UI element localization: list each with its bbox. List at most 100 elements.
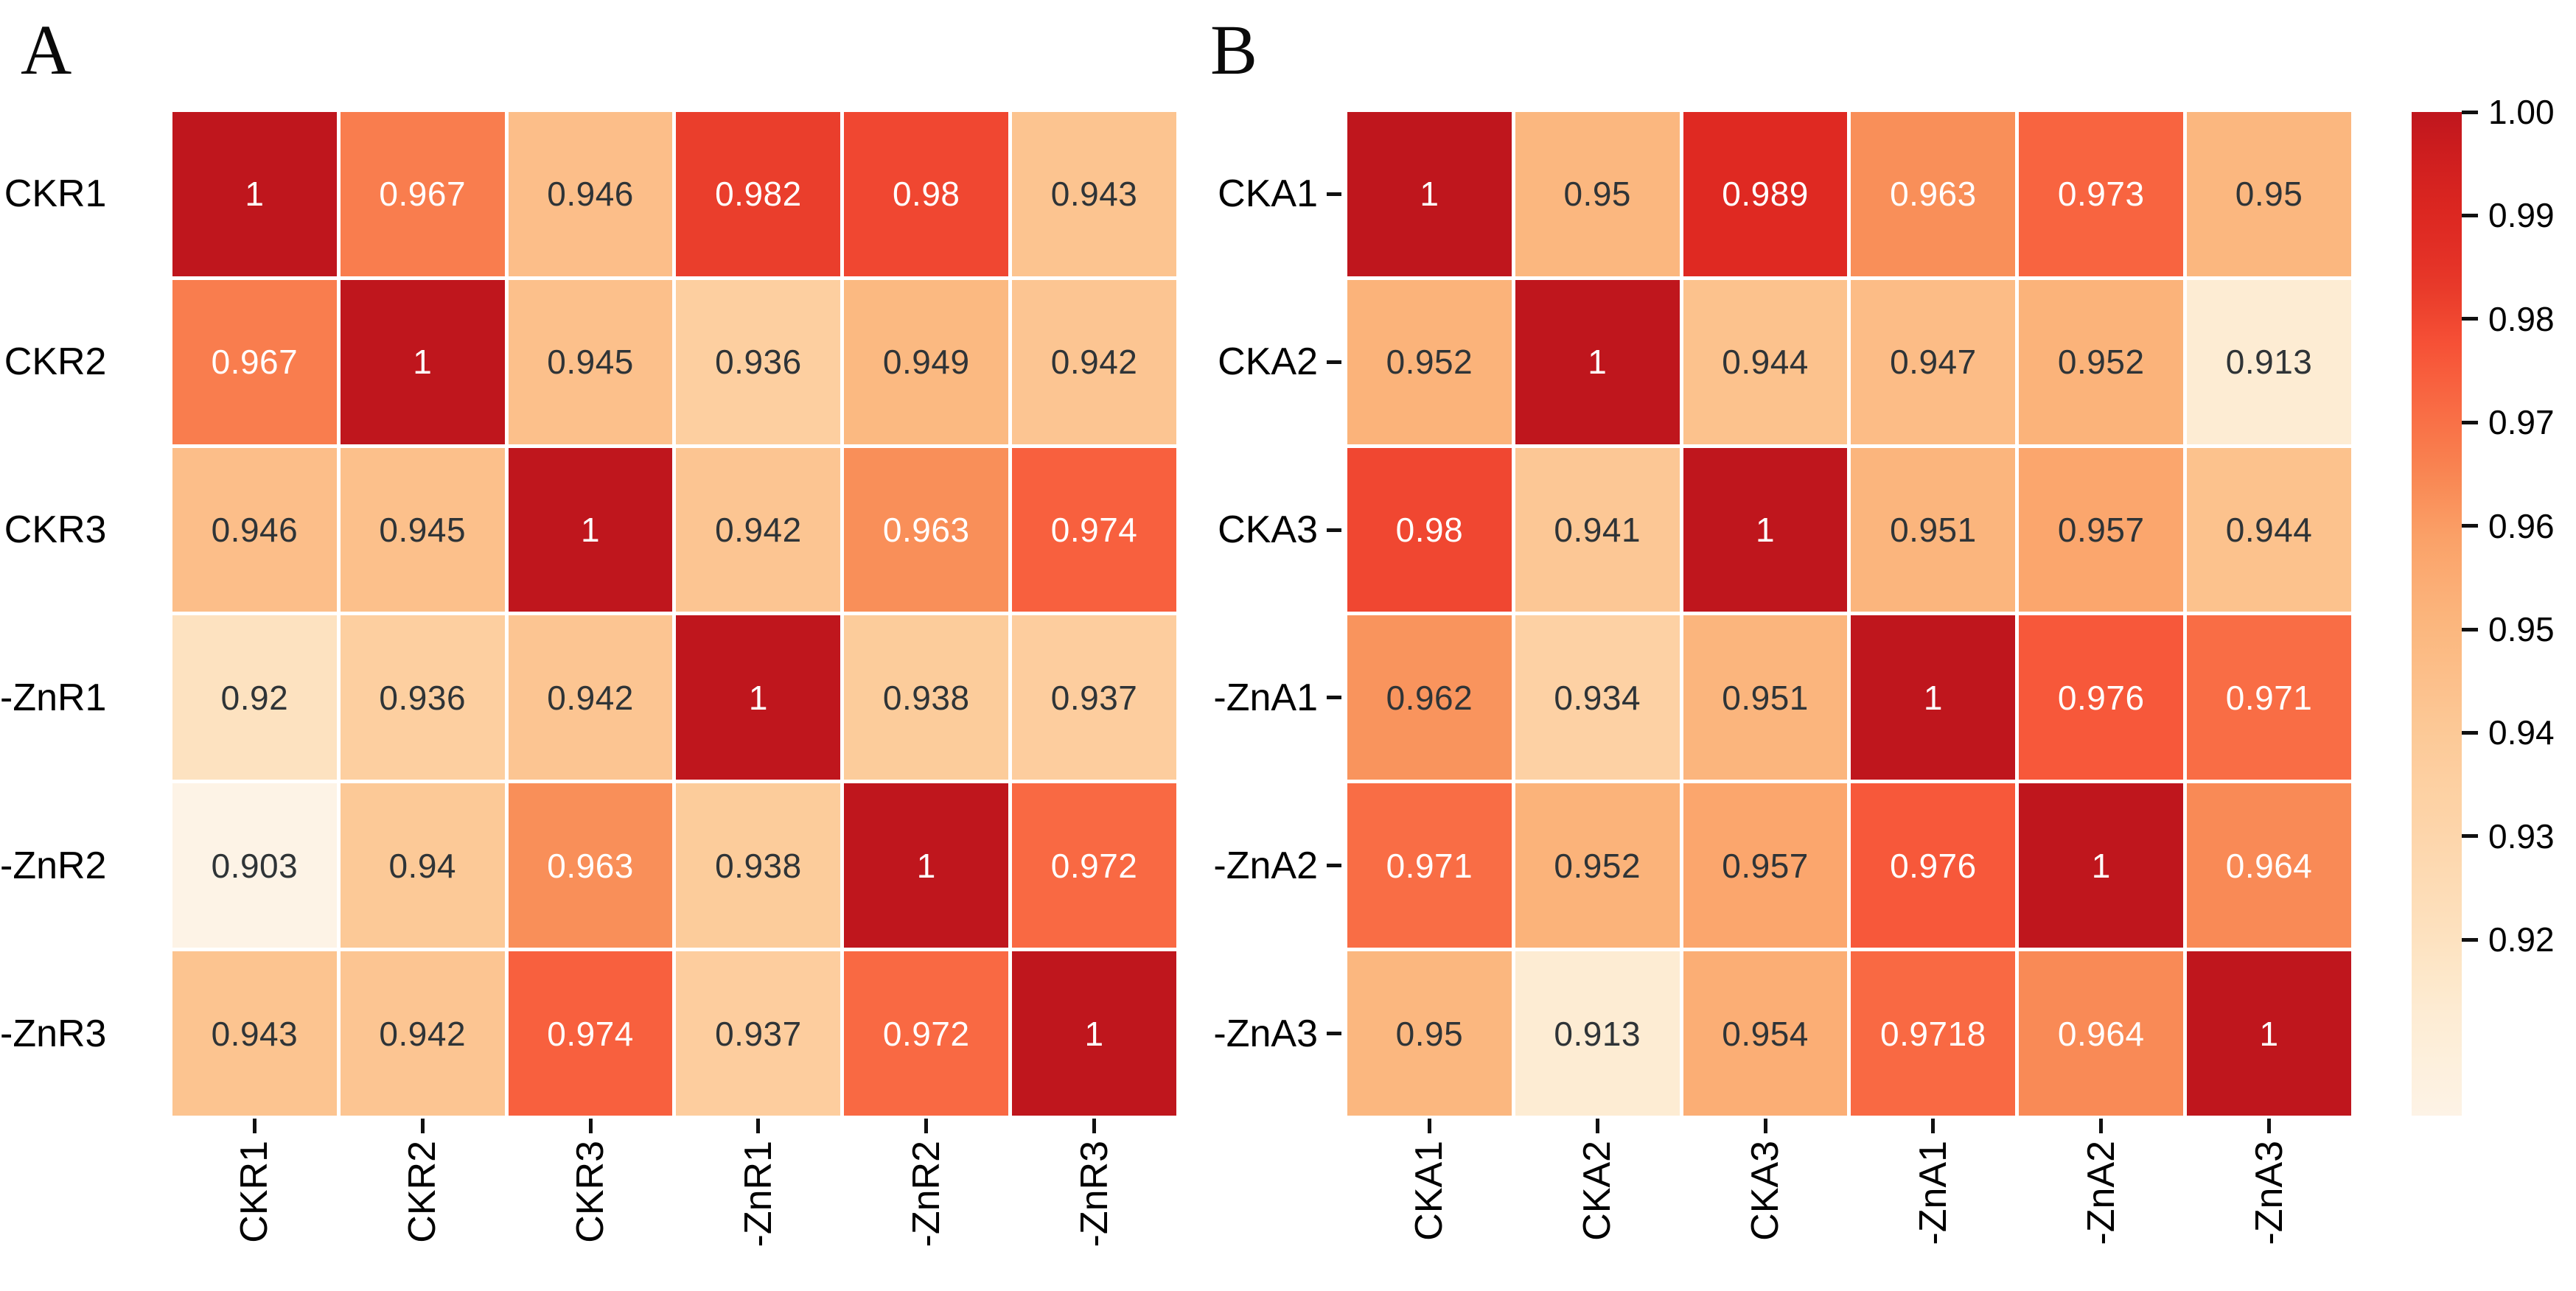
- cell-value: 0.95: [1395, 1014, 1464, 1053]
- heatmap-cell: 1: [508, 447, 673, 612]
- heatmap-cell: 0.967: [340, 112, 505, 276]
- heatmap-cell: 1: [1683, 447, 1848, 612]
- col-label: -ZnR3: [1012, 1119, 1176, 1290]
- x-tick-mark: [756, 1119, 761, 1133]
- heatmap-cell: 0.957: [1683, 783, 1848, 948]
- cell-value: 0.98: [1395, 511, 1464, 550]
- x-tick-mark: [1931, 1119, 1936, 1133]
- cell-value: 0.9718: [1880, 1014, 1986, 1053]
- cell-value: 0.936: [715, 343, 802, 382]
- row-label: CKR2: [0, 280, 174, 444]
- heatmap-cell: 0.98: [1347, 447, 1512, 612]
- row-label: -ZnR3: [0, 951, 174, 1116]
- cell-value: 0.951: [1890, 511, 1977, 550]
- cell-value: 0.952: [2057, 343, 2145, 382]
- cell-value: 0.973: [2057, 175, 2145, 214]
- heatmap-cell: 0.95: [2187, 112, 2351, 276]
- panel-b-col-labels: CKA1 CKA2 CKA3 -ZnA1 -ZnA2 -ZnA3: [1347, 1119, 2351, 1290]
- heatmap-cell: 0.943: [172, 951, 337, 1116]
- cell-value: 0.942: [547, 678, 634, 717]
- cell-value: 1: [916, 846, 936, 885]
- heatmap-cell: 1: [1347, 112, 1512, 276]
- heatmap-cell: 0.943: [1012, 112, 1176, 276]
- row-label-text: -ZnR2: [0, 844, 107, 887]
- cell-value: 0.913: [2225, 343, 2313, 382]
- y-tick-mark: [1327, 1032, 1341, 1036]
- row-label: -ZnR2: [0, 783, 174, 948]
- cell-value: 0.95: [1563, 175, 1631, 214]
- cell-value: 0.934: [1554, 678, 1641, 717]
- col-label-text: -ZnA1: [1911, 1141, 1955, 1245]
- heatmap-cell: 1: [844, 783, 1009, 948]
- cell-value: 1: [1084, 1014, 1104, 1053]
- colorbar-tick-label: 0.99: [2488, 196, 2555, 235]
- col-label: CKR2: [341, 1119, 505, 1290]
- x-tick-mark: [1427, 1119, 1431, 1133]
- heatmap-cell: 0.94: [340, 783, 505, 948]
- cell-value: 0.949: [882, 343, 970, 382]
- heatmap-cell: 0.942: [340, 951, 505, 1116]
- heatmap-cell: 0.945: [508, 279, 673, 444]
- heatmap-cell: 1: [2187, 951, 2351, 1116]
- heatmap-cell: 0.937: [676, 951, 841, 1116]
- heatmap-cell: 0.947: [1851, 279, 2016, 444]
- cell-value: 0.945: [379, 511, 467, 550]
- row-label: CKR3: [0, 448, 174, 612]
- row-label-text: CKA3: [1218, 508, 1318, 552]
- heatmap-cell: 0.964: [2019, 951, 2184, 1116]
- heatmap-cell: 0.964: [2187, 783, 2351, 948]
- heatmap-cell: 0.92: [172, 615, 337, 780]
- x-tick-mark: [588, 1119, 593, 1133]
- cell-value: 0.946: [211, 511, 299, 550]
- row-label-text: -ZnA1: [1213, 676, 1318, 719]
- col-label-text: CKA2: [1576, 1141, 1619, 1241]
- cell-value: 0.967: [211, 343, 299, 382]
- colorbar-tick-mark: [2462, 627, 2478, 631]
- heatmap-cell: 1: [1851, 615, 2016, 780]
- cell-value: 0.938: [882, 678, 970, 717]
- heatmap-cell: 0.936: [676, 279, 841, 444]
- panel-a-heatmap: 1 0.967 0.946 0.982 0.98 0.943 0.967 1 0.945 0.93…: [172, 112, 1176, 1116]
- row-label-text: -ZnR1: [0, 676, 107, 719]
- heatmap-cell: 0.971: [2187, 615, 2351, 780]
- cell-value: 0.944: [2225, 511, 2313, 550]
- cell-value: 0.963: [1890, 175, 1977, 214]
- colorbar-tick-label: 0.97: [2488, 403, 2555, 442]
- cell-value: 0.946: [547, 175, 634, 214]
- heatmap-cell: 0.903: [172, 783, 337, 948]
- row-label-text: -ZnA3: [1213, 1012, 1318, 1055]
- heatmap-cell: 0.9718: [1851, 951, 2016, 1116]
- cell-value: 0.942: [715, 511, 802, 550]
- cell-value: 1: [1588, 343, 1608, 382]
- cell-value: 1: [2259, 1014, 2279, 1053]
- heatmap-cell: 0.942: [1012, 279, 1176, 444]
- cell-value: 0.976: [1890, 846, 1977, 885]
- x-tick-mark: [1763, 1119, 1767, 1133]
- colorbar-tick-mark: [2462, 213, 2478, 217]
- colorbar: 1.00 0.99 0.98 0.97 0.96 0.95 0.94 0.93 0.92: [2412, 93, 2576, 1116]
- row-label-text: -ZnA2: [1213, 844, 1318, 887]
- heatmap-cell: 0.967: [172, 279, 337, 444]
- cell-value: 0.952: [1386, 343, 1473, 382]
- colorbar-tick-mark: [2462, 110, 2478, 114]
- x-tick-mark: [1595, 1119, 1599, 1133]
- heatmap-cell: 0.976: [1851, 783, 2016, 948]
- x-tick-mark: [2267, 1119, 2272, 1133]
- heatmap-cell: 0.952: [1347, 279, 1512, 444]
- heatmap-cell: 0.95: [1515, 112, 1680, 276]
- row-label-text: -ZnR3: [0, 1012, 107, 1055]
- cell-value: 0.964: [2057, 1014, 2145, 1053]
- heatmap-cell: 0.952: [1515, 783, 1680, 948]
- x-tick-mark: [2099, 1119, 2104, 1133]
- heatmap-cell: 0.949: [844, 279, 1009, 444]
- col-label-text: -ZnR2: [904, 1141, 948, 1248]
- row-label: -ZnA1: [1120, 615, 1347, 780]
- col-label-text: -ZnA2: [2079, 1141, 2123, 1245]
- x-tick-mark: [924, 1119, 929, 1133]
- heatmap-cell: 0.952: [2019, 279, 2184, 444]
- row-label: -ZnA3: [1120, 951, 1347, 1116]
- cell-value: 0.95: [2235, 175, 2303, 214]
- row-label: -ZnA2: [1120, 783, 1347, 948]
- col-label: -ZnR1: [676, 1119, 840, 1290]
- panel-b-title: B: [1210, 10, 1258, 89]
